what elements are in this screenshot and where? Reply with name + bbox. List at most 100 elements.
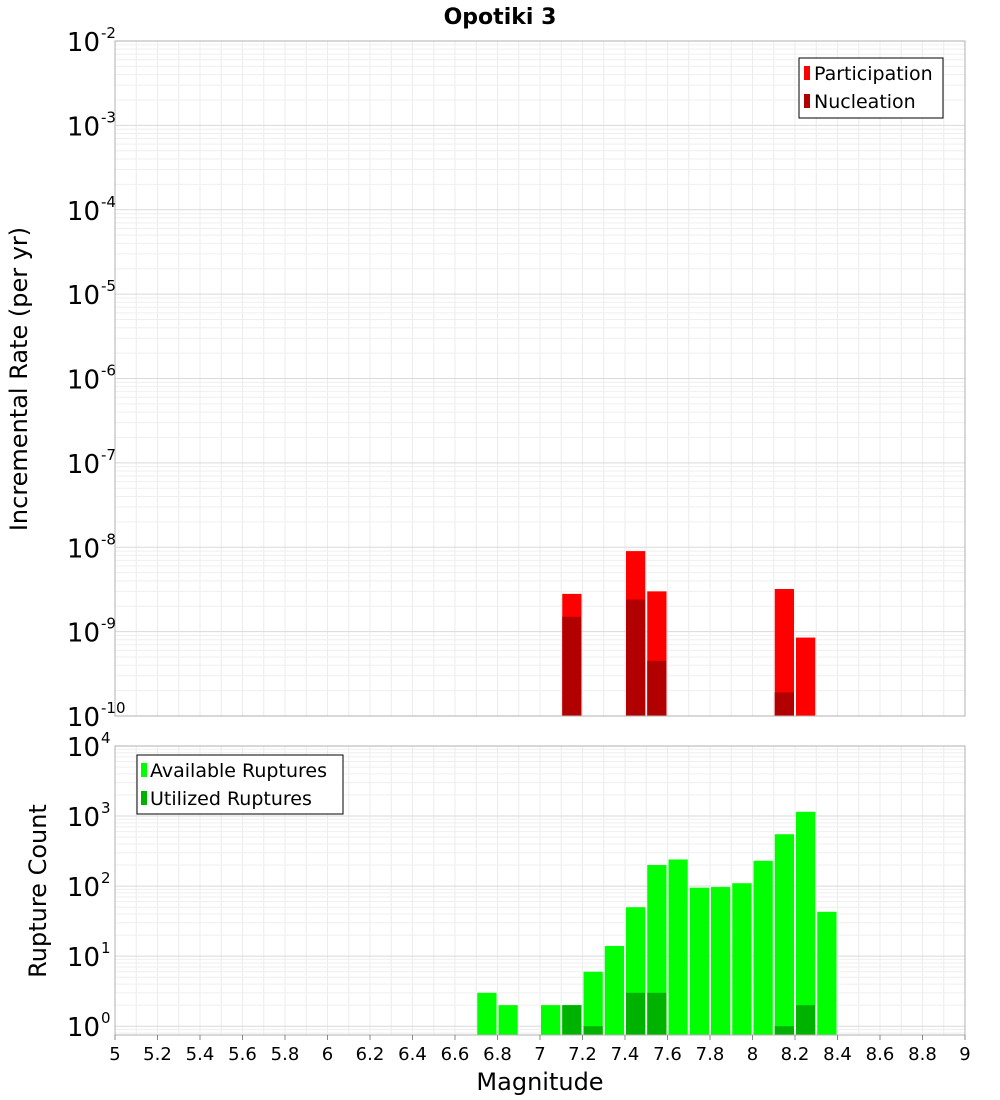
count-y-tick-label: 10 2 [67, 869, 111, 903]
count-series1-bar [817, 911, 837, 1035]
rate-y-tick-label: 10 -2 [67, 24, 116, 58]
rate-y-tick-label: 10 -9 [67, 615, 116, 649]
chart-title: Opotiki 3 [444, 5, 557, 30]
count-y-tick-base: 10 [67, 943, 100, 973]
rate-y-tick-base: 10 [67, 619, 100, 649]
count-y-tick-exponent: 2 [101, 869, 111, 887]
x-tick-label: 5.8 [271, 1044, 300, 1065]
rate-y-tick-base: 10 [67, 703, 100, 733]
count-series1-bar [753, 860, 773, 1035]
count-y-tick-exponent: 4 [101, 729, 111, 747]
count-series1-bar [796, 811, 816, 1035]
count-series1-bar [541, 1005, 561, 1035]
available-legend-swatch [141, 763, 147, 777]
count-y-tick-label: 10 0 [67, 1009, 111, 1043]
rate-grid [114, 41, 966, 717]
x-tick-label: 8 [747, 1044, 758, 1065]
count-series2-bar [774, 1026, 794, 1035]
count-y-tick-exponent: 3 [101, 799, 111, 817]
rate-panel: 10-210-310-410-510-610-710-810-910-10 In… [5, 24, 966, 733]
count-series1-bar [477, 992, 497, 1035]
count-series1-bar [774, 834, 794, 1035]
count-series2-bar [647, 992, 667, 1035]
rate-series2-bar [626, 599, 646, 716]
x-tick-label: 6.2 [356, 1044, 385, 1065]
rate-y-tick-label: 10 -5 [67, 277, 116, 311]
count-y-tick-label: 10 3 [67, 799, 111, 833]
x-tick-label: 7 [534, 1044, 545, 1065]
count-y-tick-base: 10 [67, 733, 100, 763]
count-y-tick-exponent: 1 [101, 939, 111, 957]
x-tick-label: 7.8 [696, 1044, 725, 1065]
rate-y-tick-exponent: -10 [101, 699, 126, 717]
rate-y-tick-label: 10 -10 [67, 699, 126, 733]
count-series2-bar [562, 1005, 582, 1035]
count-y-tick-base: 10 [67, 873, 100, 903]
rate-y-tick-exponent: -7 [101, 446, 116, 464]
count-series1-bar [604, 945, 624, 1035]
x-tick-label: 7.2 [568, 1044, 597, 1065]
count-series1-bar [732, 883, 752, 1035]
x-tick-label: 5 [109, 1044, 120, 1065]
rate-y-tick-base: 10 [67, 112, 100, 142]
x-tick-label: 7.6 [653, 1044, 682, 1065]
rate-y-tick-base: 10 [67, 281, 100, 311]
count-series1-bar [647, 865, 667, 1035]
x-tick-label: 5.2 [143, 1044, 172, 1065]
rate-y-tick-exponent: -3 [101, 108, 116, 126]
rate-series1-bar [774, 589, 794, 716]
rate-y-tick-exponent: -6 [101, 362, 116, 380]
nucleation-legend-label: Nucleation [814, 91, 916, 113]
count-series1-bar [668, 859, 688, 1035]
rate-series2-bar [647, 660, 667, 716]
rate-y-ticks: 10-210-310-410-510-610-710-810-910-10 [67, 24, 126, 733]
rate-y-tick-label: 10 -6 [67, 362, 116, 396]
rate-series1-bar [796, 637, 816, 716]
count-y-tick-exponent: 0 [101, 1009, 111, 1027]
count-legend-box [136, 754, 344, 815]
participation-legend-label: Participation [814, 63, 933, 85]
x-tick-label: 5.6 [228, 1044, 257, 1065]
rate-bars [562, 551, 816, 716]
count-series2-bar [796, 1005, 816, 1035]
count-series1-bar [498, 1005, 518, 1035]
rate-y-tick-label: 10 -8 [67, 530, 116, 564]
count-y-tick-label: 10 1 [67, 939, 111, 973]
x-tick-label: 8.2 [781, 1044, 810, 1065]
rate-y-tick-exponent: -5 [101, 277, 116, 295]
rate-y-tick-exponent: -4 [101, 193, 116, 211]
x-tick-label: 5.4 [186, 1044, 215, 1065]
rate-y-tick-exponent: -2 [101, 24, 116, 42]
rate-y-tick-label: 10 -3 [67, 108, 116, 142]
x-tick-label: 8.6 [866, 1044, 895, 1065]
rate-y-tick-exponent: -8 [101, 530, 116, 548]
utilized-legend-swatch [141, 791, 147, 805]
rate-plot-border [114, 40, 966, 717]
rate-legend-box [798, 57, 944, 119]
count-series1-bar [689, 887, 709, 1035]
x-tick-label: 6 [322, 1044, 333, 1065]
rate-y-tick-label: 10 -4 [67, 193, 116, 227]
available-legend-label: Available Ruptures [150, 760, 327, 782]
rate-y-tick-base: 10 [67, 450, 100, 480]
count-series2-bar [626, 992, 646, 1035]
count-series2-bar [583, 1026, 603, 1035]
x-tick-label: 6.8 [483, 1044, 512, 1065]
x-tick-label: 8.4 [823, 1044, 852, 1065]
count-bars [477, 811, 837, 1035]
rate-y-tick-exponent: -9 [101, 615, 116, 633]
rate-y-tick-label: 10 -7 [67, 446, 116, 480]
magnitude-x-axis-label: Magnitude [476, 1068, 603, 1096]
count-y-tick-label: 10 4 [67, 729, 111, 763]
x-tick-label: 8.8 [908, 1044, 937, 1065]
participation-legend-swatch [804, 66, 810, 80]
rate-y-tick-base: 10 [67, 534, 100, 564]
rate-series2-bar [562, 616, 582, 716]
rate-y-tick-base: 10 [67, 366, 100, 396]
nucleation-legend-swatch [804, 94, 810, 108]
count-series1-bar [583, 971, 603, 1035]
count-series1-bar [711, 887, 731, 1035]
rate-y-axis-label: Incremental Rate (per yr) [5, 227, 33, 531]
